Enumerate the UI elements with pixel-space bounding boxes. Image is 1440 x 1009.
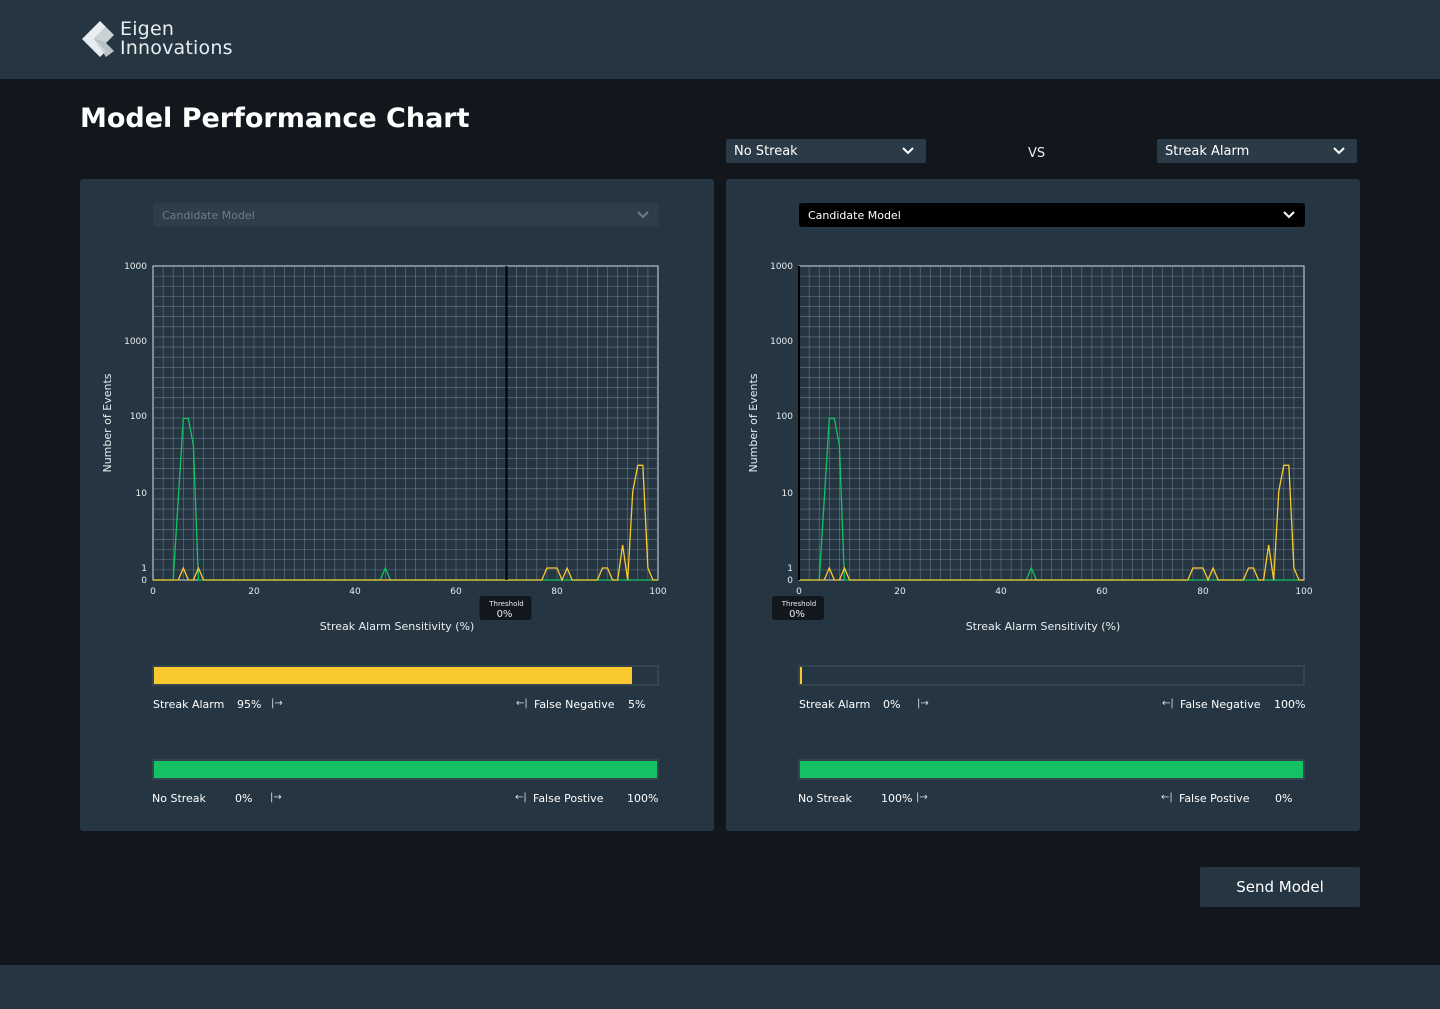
arrow-left-icon: ←| — [516, 698, 528, 709]
brand-line-1: Eigen — [120, 18, 175, 40]
model-select-value: Candidate Model — [808, 208, 901, 222]
y-axis-label: Number of Events — [101, 373, 114, 472]
right-model-panel: Candidate Model 1000 1000 100 10 1 0 0 20 40 60 80… — [726, 179, 1360, 831]
y-tick-label: 100 — [130, 412, 147, 422]
arrow-left-icon: ←| — [1162, 698, 1174, 709]
no-streak-bar — [798, 759, 1305, 780]
left-class-select[interactable]: No Streak — [726, 139, 926, 163]
series-line — [153, 464, 658, 582]
x-tick-label: 40 — [995, 587, 1007, 597]
arrow-right-icon: |→ — [917, 698, 929, 709]
series-line — [153, 417, 658, 581]
x-tick-label: 60 — [450, 587, 462, 597]
y-tick-label: 1000 — [124, 337, 147, 347]
page-title: Model Performance Chart — [80, 103, 470, 134]
right-class-select-value: Streak Alarm — [1165, 143, 1250, 159]
series-line — [799, 464, 1304, 582]
false-negative-value: 100% — [1274, 698, 1306, 711]
threshold-label: Threshold — [781, 600, 817, 608]
no-streak-label: No Streak — [798, 792, 852, 805]
streak-alarm-label: Streak Alarm — [799, 698, 871, 711]
chevron-down-icon — [637, 211, 649, 219]
y-tick-label: 100 — [776, 412, 793, 422]
streak-alarm-bar-fill — [154, 667, 632, 684]
x-axis-label: Streak Alarm Sensitivity (%) — [320, 620, 475, 633]
model-select[interactable]: Candidate Model — [799, 203, 1305, 227]
arrow-right-icon: |→ — [916, 792, 928, 803]
false-negative-value: 5% — [628, 698, 646, 711]
threshold-value: 0% — [497, 609, 513, 620]
y-tick-label: 1000 — [770, 262, 793, 272]
arrow-left-icon: ←| — [515, 792, 527, 803]
vs-label: VS — [1028, 146, 1046, 161]
chevron-down-icon — [1283, 211, 1295, 219]
x-tick-label: 20 — [894, 587, 906, 597]
left-model-panel: Candidate Model 1000 1000 100 10 1 0 0 20 40 60 80… — [80, 179, 714, 831]
model-select-value: Candidate Model — [162, 208, 255, 222]
false-positive-value: 100% — [627, 792, 659, 805]
arrow-right-icon: |→ — [271, 698, 283, 709]
no-streak-value: 100% — [881, 792, 913, 805]
streak-alarm-bar — [152, 665, 659, 686]
left-class-select-value: No Streak — [734, 143, 798, 159]
chevron-down-icon — [902, 147, 914, 155]
false-positive-label: False Postive — [1179, 792, 1250, 805]
threshold-handle — [479, 596, 532, 620]
arrow-left-icon: ←| — [1161, 792, 1173, 803]
false-negative-label: False Negative — [534, 698, 615, 711]
series-line — [799, 417, 1304, 581]
streak-alarm-bar — [798, 665, 1305, 686]
arrow-right-icon: |→ — [270, 792, 282, 803]
right-class-select[interactable]: Streak Alarm — [1157, 139, 1357, 163]
y-tick-label: 10 — [136, 489, 148, 499]
y-tick-label: 1000 — [770, 337, 793, 347]
brand-line-2: Innovations — [120, 37, 233, 59]
chevron-down-icon — [1333, 147, 1345, 155]
x-tick-label: 0 — [796, 587, 802, 597]
x-tick-label: 80 — [551, 587, 563, 597]
x-tick-label: 0 — [150, 587, 156, 597]
y-tick-label: 0 — [141, 576, 147, 586]
x-tick-label: 60 — [1096, 587, 1108, 597]
no-streak-bar-fill — [800, 761, 1303, 778]
y-tick-label: 1000 — [124, 262, 147, 272]
brand-logo[interactable]: Eigen Innovations — [80, 18, 233, 60]
false-positive-value: 0% — [1275, 792, 1293, 805]
no-streak-label: No Streak — [152, 792, 206, 805]
x-axis-label: Streak Alarm Sensitivity (%) — [966, 620, 1121, 633]
y-tick-label: 0 — [787, 576, 793, 586]
threshold-handle — [772, 596, 824, 620]
streak-alarm-value: 95% — [237, 698, 262, 711]
eigen-logo-icon — [82, 21, 114, 57]
streak-alarm-bar-fill — [800, 667, 802, 684]
model-select-disabled: Candidate Model — [153, 203, 659, 227]
send-model-button[interactable]: Send Model — [1200, 867, 1360, 907]
y-tick-label: 1 — [141, 564, 147, 574]
x-tick-label: 80 — [1197, 587, 1209, 597]
false-negative-label: False Negative — [1180, 698, 1261, 711]
x-tick-label: 20 — [248, 587, 260, 597]
top-bar: Eigen Innovations — [0, 0, 1440, 79]
no-streak-value: 0% — [235, 792, 253, 805]
streak-alarm-value: 0% — [883, 698, 901, 711]
y-axis-label: Number of Events — [747, 373, 760, 472]
footer-bar — [0, 965, 1440, 1009]
x-tick-label: 100 — [649, 587, 666, 597]
x-tick-label: 100 — [1295, 587, 1312, 597]
no-streak-bar-fill — [154, 761, 657, 778]
y-tick-label: 10 — [782, 489, 794, 499]
false-positive-label: False Postive — [533, 792, 604, 805]
threshold-label: Threshold — [488, 600, 524, 608]
threshold-value: 0% — [789, 609, 805, 620]
y-tick-label: 1 — [787, 564, 793, 574]
x-tick-label: 40 — [349, 587, 361, 597]
no-streak-bar — [152, 759, 659, 780]
streak-alarm-label: Streak Alarm — [153, 698, 225, 711]
